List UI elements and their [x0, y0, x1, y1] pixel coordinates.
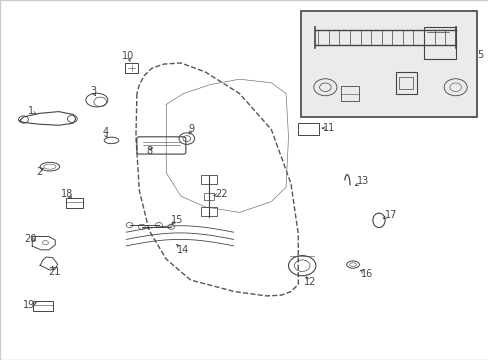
Text: 17: 17	[384, 210, 397, 220]
Text: 7: 7	[306, 75, 312, 85]
Text: 12: 12	[304, 276, 316, 287]
Bar	[341, 86, 358, 101]
Text: 13: 13	[356, 176, 368, 186]
Bar	[201, 175, 217, 184]
Text: 2: 2	[36, 167, 42, 177]
Text: 6: 6	[385, 69, 391, 80]
Text: 11: 11	[322, 123, 334, 133]
Text: 15: 15	[170, 215, 183, 225]
Bar	[423, 27, 455, 59]
Bar	[124, 63, 138, 73]
Text: 18: 18	[61, 189, 74, 199]
Text: 19: 19	[23, 300, 36, 310]
Text: 5: 5	[476, 50, 482, 60]
Text: 3: 3	[90, 86, 96, 96]
Bar	[395, 72, 416, 94]
Text: 21: 21	[48, 267, 61, 277]
Text: 4: 4	[102, 127, 108, 138]
Text: 9: 9	[188, 124, 194, 134]
Text: 16: 16	[360, 269, 372, 279]
Bar	[33, 301, 53, 311]
Bar	[66, 198, 83, 208]
Text: 20: 20	[24, 234, 37, 244]
Bar	[298, 123, 318, 135]
Bar	[201, 207, 217, 216]
Text: 8: 8	[146, 146, 152, 156]
Text: 1: 1	[28, 106, 34, 116]
Bar	[204, 193, 214, 200]
Bar	[300, 11, 476, 117]
Text: 14: 14	[177, 245, 189, 255]
Text: 10: 10	[122, 51, 134, 61]
Text: 22: 22	[214, 189, 227, 199]
Bar	[399, 77, 412, 89]
